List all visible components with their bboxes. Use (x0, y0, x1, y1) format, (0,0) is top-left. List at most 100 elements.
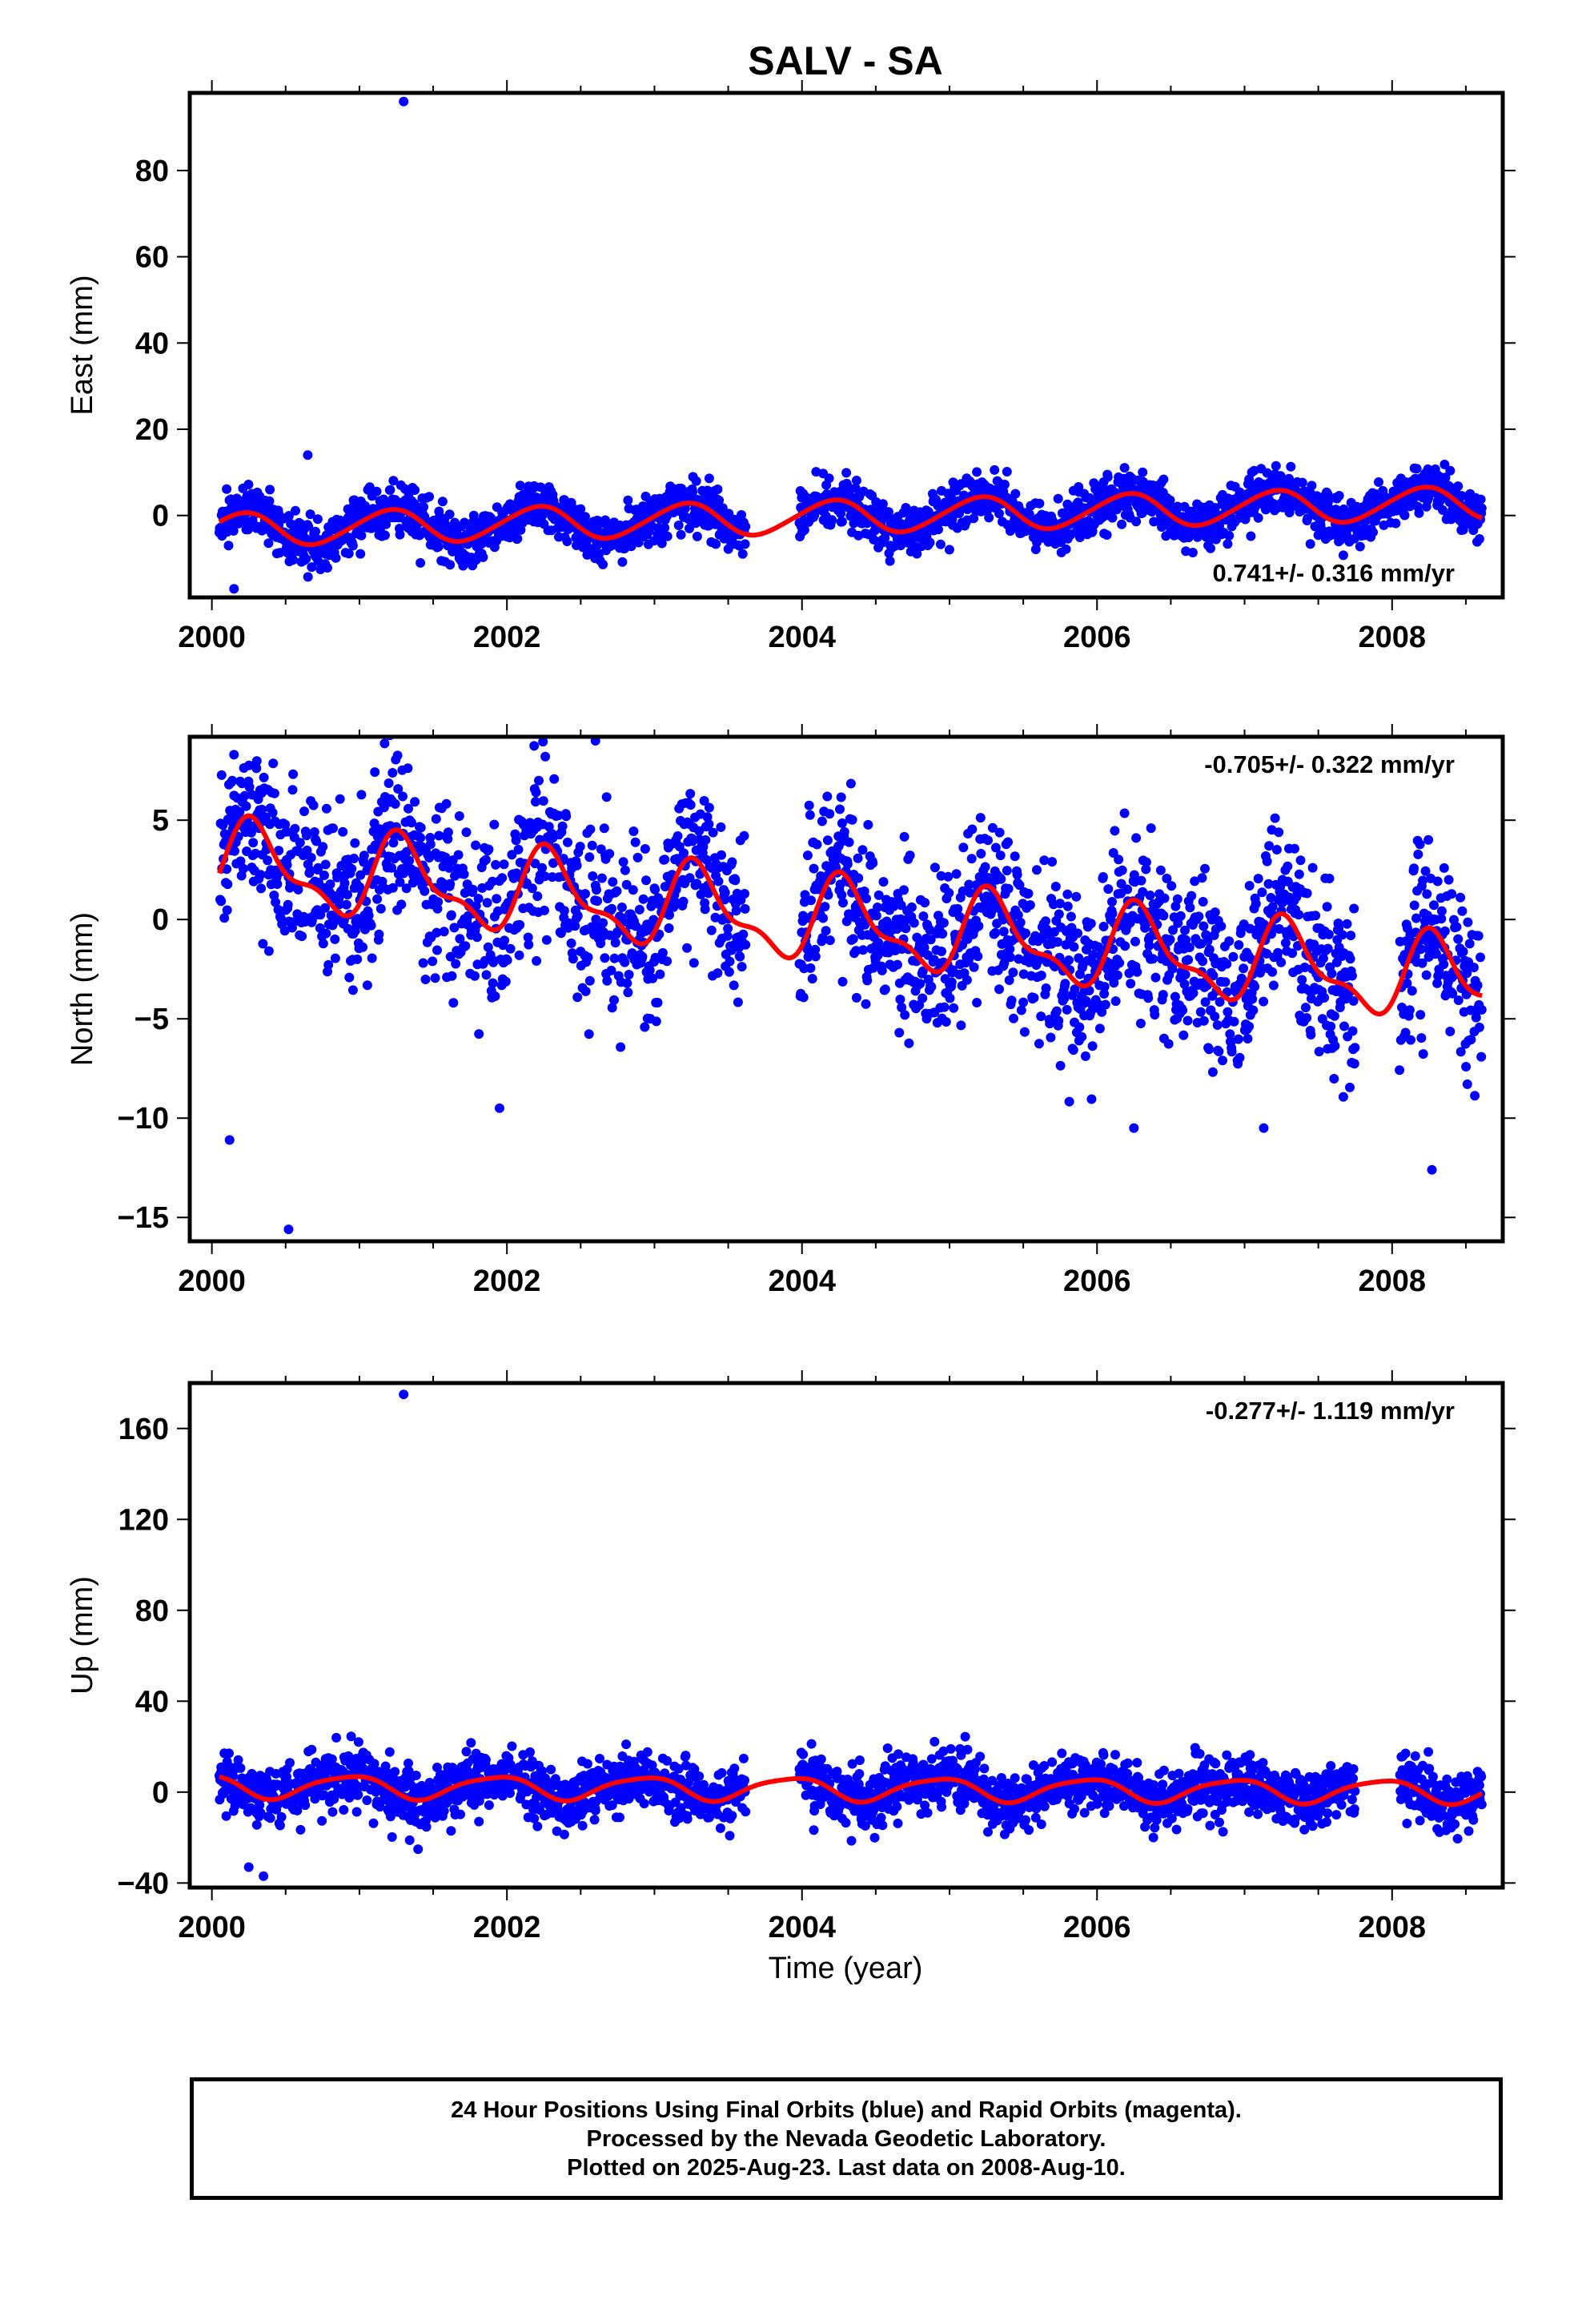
east-point (1453, 481, 1464, 492)
east-point (434, 506, 444, 517)
north-point (420, 975, 431, 984)
north-point (610, 938, 620, 948)
north-point (1443, 875, 1454, 885)
north-point (532, 891, 543, 902)
north-point (531, 787, 541, 798)
north-point (820, 902, 830, 912)
north-point (1107, 908, 1118, 919)
north-point (311, 836, 322, 846)
north-point (616, 903, 627, 912)
north-point (505, 943, 516, 954)
north-point (1413, 849, 1423, 859)
north-point (428, 956, 438, 967)
north-point (996, 874, 1006, 884)
north-point (372, 894, 383, 904)
north-point (455, 934, 465, 944)
north-point (1248, 1005, 1259, 1015)
north-point (1418, 1049, 1428, 1059)
north-point (998, 915, 1008, 925)
north-point (703, 888, 713, 899)
north-outlier-point (1259, 1123, 1269, 1133)
east-point (291, 505, 300, 516)
x-tick-label: 2006 (1063, 1265, 1131, 1298)
north-point (951, 869, 962, 879)
up-point (224, 1748, 234, 1759)
north-point (1074, 953, 1084, 963)
east-point (410, 485, 420, 495)
north-point (863, 819, 873, 830)
north-point (439, 927, 449, 937)
north-point (1062, 901, 1073, 911)
north-point (1080, 1051, 1090, 1061)
north-point (1099, 982, 1110, 992)
north-point (447, 971, 457, 981)
north-point (1203, 936, 1213, 946)
east-point (691, 476, 701, 486)
north-point (1207, 1067, 1218, 1077)
north-point (1458, 947, 1468, 957)
north-point (352, 954, 363, 964)
north-outlier-point (590, 737, 600, 746)
east-outlier-point (303, 450, 313, 460)
north-point (644, 965, 655, 975)
north-point (1330, 1041, 1340, 1051)
north-point (994, 827, 1005, 838)
east-point (419, 502, 429, 513)
up-points (214, 1389, 1487, 1881)
east-point (478, 552, 488, 562)
north-point (335, 794, 345, 804)
east-point (433, 541, 444, 552)
north-point (381, 718, 391, 727)
east-point (662, 531, 673, 541)
north-point (1447, 889, 1457, 899)
north-point (607, 1003, 617, 1013)
north-point (491, 859, 501, 870)
north-point (1280, 938, 1291, 948)
east-point (827, 515, 837, 525)
north-point (401, 883, 412, 894)
north-point (1060, 979, 1070, 989)
north-point (407, 818, 416, 828)
north-outlier-point (1129, 1123, 1139, 1133)
north-point (810, 944, 821, 955)
north-point (363, 911, 374, 921)
north-point (1051, 1006, 1062, 1016)
east-point (1355, 541, 1365, 552)
north-point (938, 918, 949, 928)
north-points (215, 718, 1487, 1235)
north-point (572, 992, 583, 1003)
north-point (540, 905, 549, 915)
north-point (1233, 1034, 1243, 1044)
north-point (267, 807, 278, 818)
east-point (883, 507, 893, 517)
north-point (1294, 910, 1304, 920)
north-point (904, 1038, 914, 1048)
north-point (1098, 872, 1108, 882)
north-point (344, 972, 355, 983)
east-point (1131, 517, 1142, 527)
north-point (347, 985, 358, 995)
north-point (568, 954, 578, 964)
north-point (356, 790, 367, 800)
north-point (702, 812, 713, 822)
north-point (660, 854, 670, 865)
east-point (1414, 508, 1424, 518)
north-point (972, 998, 982, 1007)
north-point (621, 879, 632, 890)
east-point (837, 517, 847, 527)
north-point (330, 934, 340, 944)
north-point (735, 951, 745, 962)
north-point (241, 801, 251, 811)
north-point (620, 957, 630, 967)
north-point (608, 877, 618, 887)
north-point (1456, 1047, 1466, 1057)
north-point (404, 803, 413, 814)
east-point (598, 559, 608, 569)
north-point (1023, 888, 1034, 899)
north-point (410, 797, 420, 807)
north-point (290, 823, 300, 834)
north-point (809, 863, 819, 874)
east-point (824, 473, 834, 484)
north-point (1120, 941, 1130, 951)
north-point (483, 942, 493, 952)
